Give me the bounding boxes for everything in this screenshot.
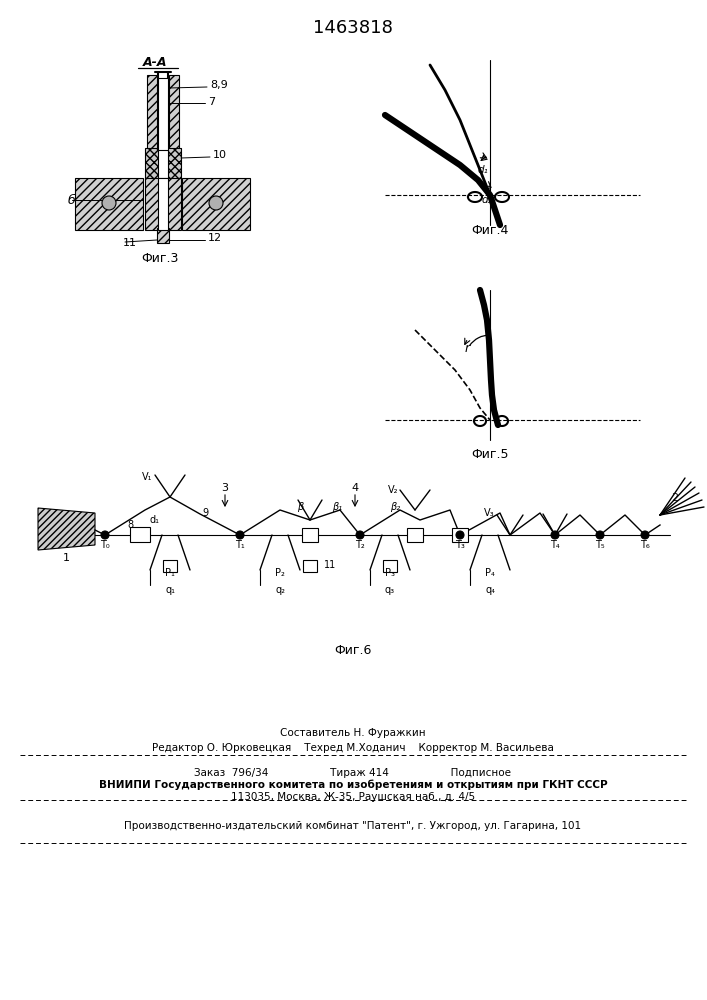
Text: 3: 3 bbox=[221, 483, 228, 493]
Text: d₁: d₁ bbox=[478, 165, 489, 175]
Text: 8: 8 bbox=[127, 520, 133, 530]
Text: Фиг.3: Фиг.3 bbox=[141, 251, 179, 264]
Text: Фиг.5: Фиг.5 bbox=[472, 448, 509, 462]
Text: β₁: β₁ bbox=[332, 502, 342, 512]
Text: Производственно-издательский комбинат "Патент", г. Ужгород, ул. Гагарина, 101: Производственно-издательский комбинат "П… bbox=[124, 821, 582, 831]
Text: P₄: P₄ bbox=[485, 568, 495, 578]
Bar bbox=[147, 75, 157, 155]
Text: q₃: q₃ bbox=[385, 585, 395, 595]
Text: β: β bbox=[297, 502, 303, 512]
Bar bbox=[158, 178, 168, 230]
Text: V₂: V₂ bbox=[387, 485, 398, 495]
Bar bbox=[169, 75, 179, 155]
Circle shape bbox=[356, 531, 364, 539]
Circle shape bbox=[596, 531, 604, 539]
Text: q₂: q₂ bbox=[275, 585, 285, 595]
Text: б: б bbox=[68, 194, 76, 207]
Text: 11: 11 bbox=[123, 238, 137, 248]
Text: Редактор О. Юрковецкая    Техред М.Ходанич    Корректор М. Васильева: Редактор О. Юрковецкая Техред М.Ходанич … bbox=[152, 743, 554, 753]
Text: T₁: T₁ bbox=[235, 540, 245, 550]
Text: ВНИИПИ Государственного комитета по изобретениям и открытиям при ГКНТ СССР: ВНИИПИ Государственного комитета по изоб… bbox=[99, 780, 607, 790]
Text: d₂: d₂ bbox=[481, 195, 492, 205]
Polygon shape bbox=[38, 508, 95, 550]
Text: Составитель Н. Фуражкин: Составитель Н. Фуражкин bbox=[280, 728, 426, 738]
Text: 1463818: 1463818 bbox=[313, 19, 393, 37]
Text: r: r bbox=[465, 342, 470, 355]
Bar bbox=[302, 528, 318, 542]
Text: T₀: T₀ bbox=[100, 540, 110, 550]
Text: 11: 11 bbox=[324, 560, 336, 570]
Text: V₁: V₁ bbox=[141, 472, 152, 482]
Text: q₄: q₄ bbox=[485, 585, 495, 595]
Text: 2: 2 bbox=[672, 493, 679, 503]
Circle shape bbox=[551, 531, 559, 539]
Circle shape bbox=[456, 531, 464, 539]
Text: β₂: β₂ bbox=[390, 502, 400, 512]
Bar bbox=[407, 528, 423, 542]
Text: T₃: T₃ bbox=[455, 540, 465, 550]
Text: 10: 10 bbox=[213, 150, 227, 160]
Circle shape bbox=[209, 196, 223, 210]
Text: V₃: V₃ bbox=[484, 508, 495, 518]
Bar bbox=[182, 178, 250, 230]
Text: q₁: q₁ bbox=[165, 585, 175, 595]
Text: 8,9: 8,9 bbox=[210, 80, 228, 90]
Bar bbox=[145, 148, 181, 180]
Bar bbox=[157, 228, 169, 243]
Text: А-А: А-А bbox=[143, 55, 168, 68]
Circle shape bbox=[101, 531, 109, 539]
Text: P₃: P₃ bbox=[385, 568, 395, 578]
Text: 7: 7 bbox=[208, 97, 215, 107]
Circle shape bbox=[102, 196, 116, 210]
Text: 1: 1 bbox=[62, 553, 69, 563]
Text: 113035, Москва, Ж-35, Раушская наб., д. 4/5: 113035, Москва, Ж-35, Раушская наб., д. … bbox=[231, 792, 475, 802]
Text: T₆: T₆ bbox=[640, 540, 650, 550]
Text: Фиг.6: Фиг.6 bbox=[334, 644, 372, 656]
Text: P₂: P₂ bbox=[275, 568, 285, 578]
Text: 4: 4 bbox=[351, 483, 358, 493]
Circle shape bbox=[236, 531, 244, 539]
Bar bbox=[383, 560, 397, 572]
Text: T₅: T₅ bbox=[595, 540, 604, 550]
Text: d₁: d₁ bbox=[150, 515, 160, 525]
Bar bbox=[75, 178, 143, 230]
Text: Фиг.4: Фиг.4 bbox=[472, 224, 509, 236]
Bar bbox=[158, 150, 168, 178]
Circle shape bbox=[641, 531, 649, 539]
Text: 12: 12 bbox=[208, 233, 222, 243]
Bar bbox=[158, 78, 168, 152]
Bar bbox=[145, 178, 181, 230]
Bar bbox=[163, 560, 177, 572]
Bar bbox=[130, 527, 150, 542]
Text: P₁: P₁ bbox=[165, 568, 175, 578]
Text: 9: 9 bbox=[202, 508, 208, 518]
Text: T₄: T₄ bbox=[550, 540, 560, 550]
Text: T₂: T₂ bbox=[355, 540, 365, 550]
Bar bbox=[303, 560, 317, 572]
Text: Заказ  796/34                   Тираж 414                   Подписное: Заказ 796/34 Тираж 414 Подписное bbox=[194, 768, 511, 778]
Bar bbox=[452, 528, 468, 542]
